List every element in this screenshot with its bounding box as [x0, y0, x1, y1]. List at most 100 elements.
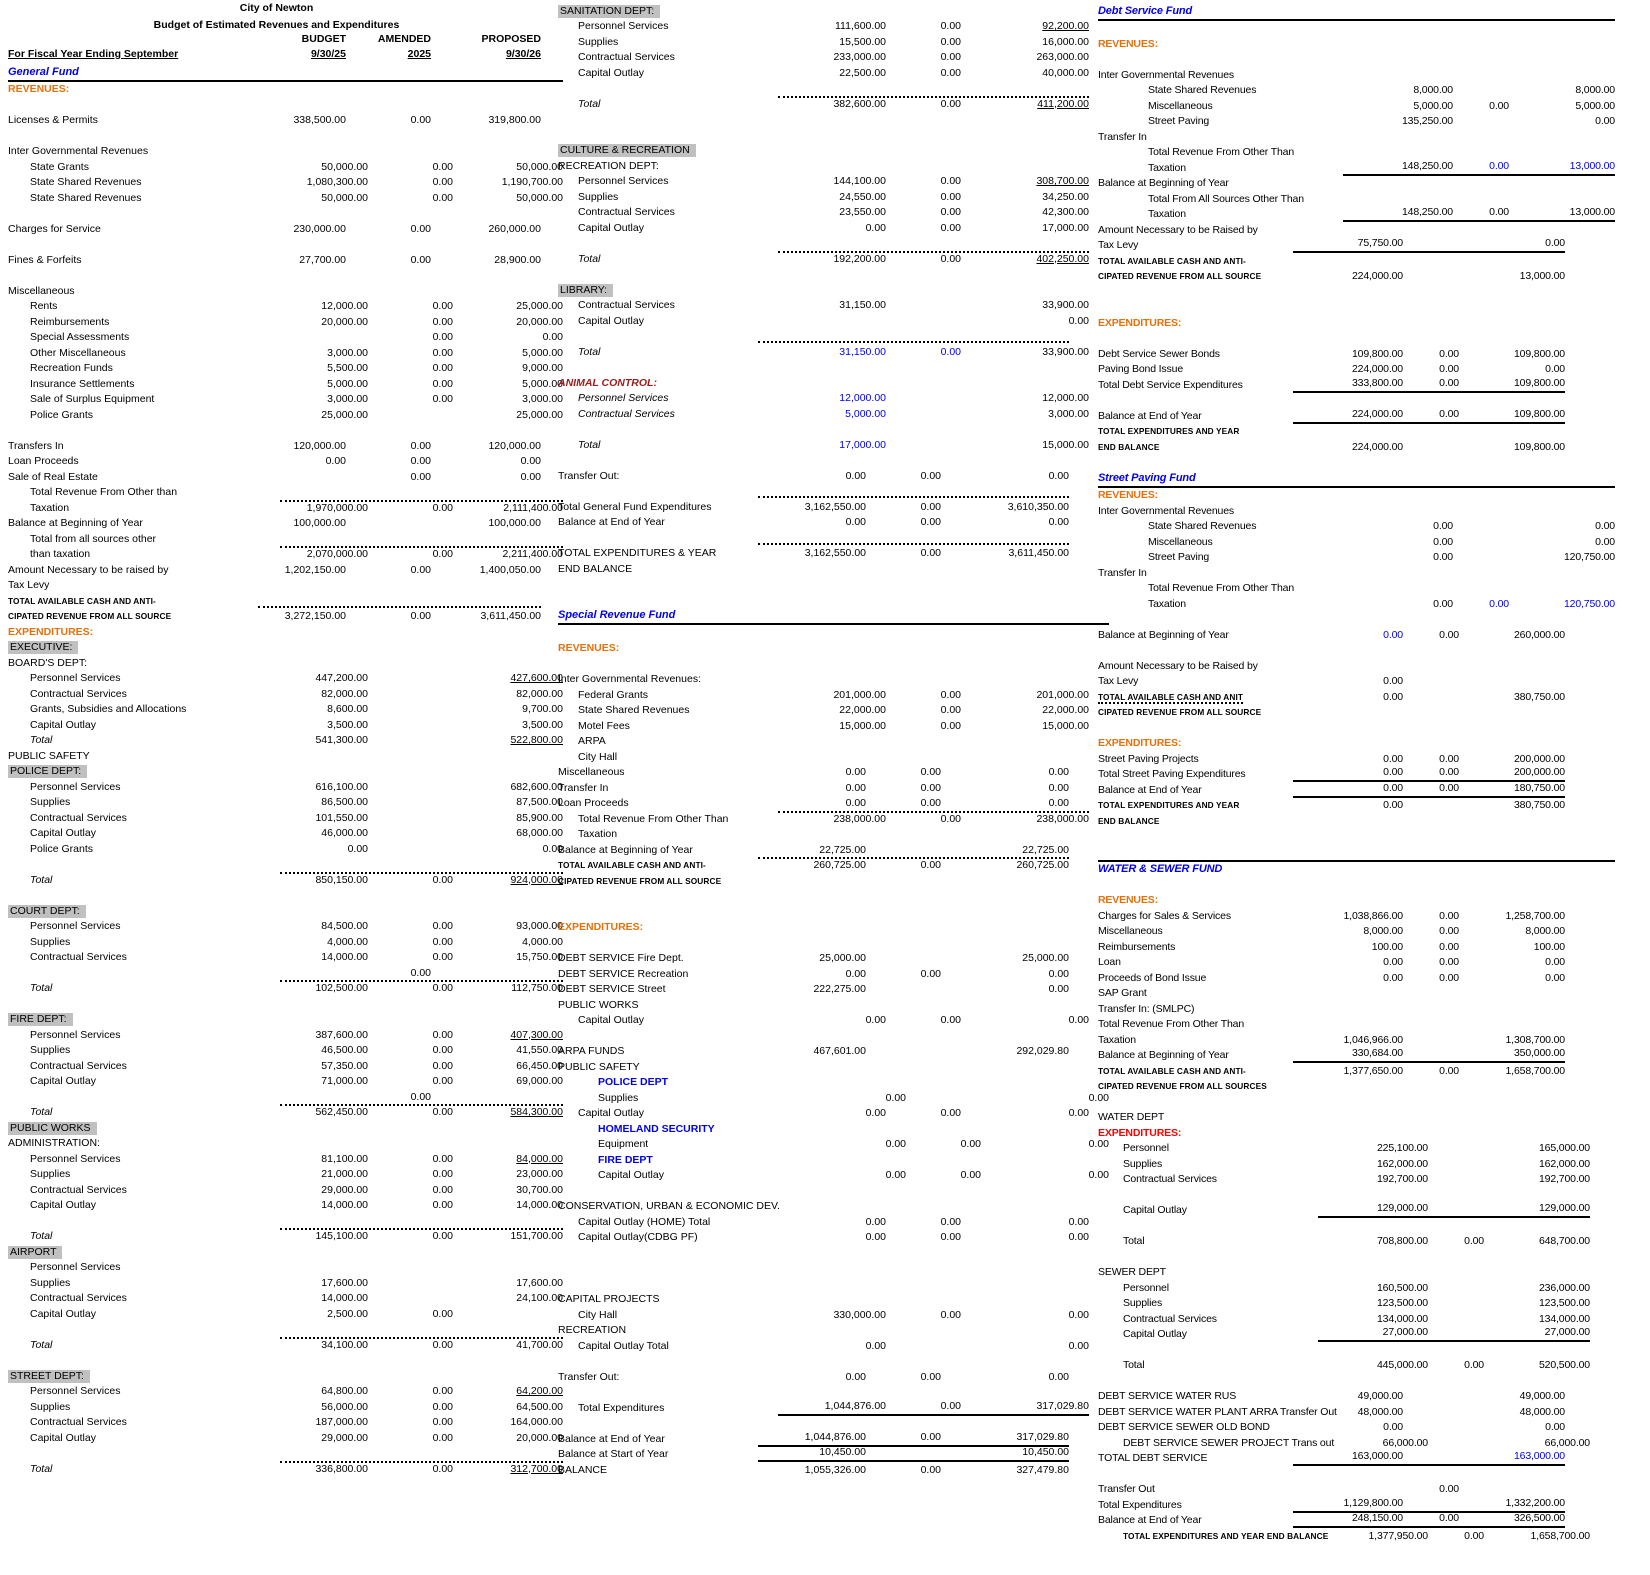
- cell-amended: 0.00: [410, 222, 431, 235]
- cell-amended: [866, 1012, 941, 1013]
- cell-amended: [1403, 750, 1459, 751]
- cell-amended: [1403, 673, 1459, 674]
- cell-amended: 0.00: [920, 781, 941, 794]
- row-values: 134,000.00 134,000.00: [1318, 1313, 1590, 1327]
- cell-budget: [1293, 1016, 1403, 1017]
- spacer-row: [1098, 612, 1615, 628]
- row-label: Total: [1123, 1235, 1145, 1247]
- highlighted-dept-label: EXECUTIVE:: [8, 641, 79, 654]
- row-label: Balance at End of Year: [1098, 409, 1202, 422]
- cell-proposed: [431, 1383, 541, 1384]
- spacer-row: [558, 236, 1109, 252]
- row-values: 224,000.00 13,000.00: [1293, 270, 1565, 284]
- row-values: 447,200.00 427,600.00: [280, 672, 563, 686]
- cell-amended: [1403, 657, 1459, 658]
- cell-amended: [1403, 626, 1459, 627]
- row-values: 0.00 0.00 0.00: [1293, 972, 1565, 986]
- cell-budget: [758, 297, 866, 298]
- row-values: 84,500.00 0.00 93,000.00: [280, 920, 563, 934]
- cell-proposed: [1459, 735, 1565, 736]
- cell-proposed: 0.00: [542, 331, 563, 343]
- cell-amended: 0.00: [1439, 925, 1459, 937]
- cell-amended: [1403, 812, 1459, 813]
- row-label: Capital Outlay: [30, 1431, 96, 1444]
- cell-proposed: [1459, 18, 1565, 19]
- table-row: Personnel Services 84,500.00 0.00 93,000.00: [8, 919, 563, 935]
- cell-budget: 447,200.00: [315, 672, 368, 684]
- row-values: 0.00: [1293, 1483, 1565, 1497]
- cell-proposed: 0.00: [1088, 1091, 1109, 1104]
- cell-amended: 0.00: [920, 859, 941, 871]
- cell-budget: [758, 142, 866, 143]
- cell-budget: 1,970,000.00: [306, 501, 368, 514]
- row-label: Capital Outlay: [578, 314, 644, 327]
- table-row: Street Paving Projects 0.00 0.00 200,000.00: [1098, 751, 1615, 767]
- cell-amended: 0.00: [432, 982, 453, 994]
- cell-amended: [866, 903, 941, 904]
- cell-amended: [1403, 268, 1459, 269]
- cell-amended: [346, 654, 431, 655]
- cell-amended: [1403, 18, 1459, 19]
- row-label: Transfer In: [1098, 130, 1147, 143]
- table-row: Taxation 1,046,966.00 1,308,700.00: [1098, 1032, 1615, 1048]
- cell-proposed: 2,111,400.00: [503, 501, 563, 514]
- table-row: Total General Fund Expenditures 3,162,550…: [558, 499, 1109, 515]
- cell-proposed: [1459, 299, 1565, 300]
- cell-proposed: [1459, 518, 1565, 519]
- table-row: Total Revenue From Other Than: [1098, 581, 1615, 597]
- table-row: Capital Outlay 22,500.00 0.00 40,000.00: [558, 65, 1109, 81]
- row-values: [1293, 1109, 1565, 1110]
- cell-proposed: [941, 591, 1069, 592]
- row-values: 22,725.00 22,725.00: [758, 844, 1069, 858]
- table-row: Federal Grants 201,000.00 0.00 201,000.00: [558, 687, 1109, 703]
- cell-amended: 0.00: [410, 470, 431, 483]
- cell-budget: [798, 1167, 906, 1168]
- cell-budget: 0.00: [885, 1091, 906, 1104]
- table-row: Balance at End of Year 248,150.00 0.00 326,…: [1098, 1512, 1615, 1528]
- cell-proposed: 112,750.00: [511, 982, 563, 994]
- cell-amended: [1403, 1510, 1459, 1511]
- row-label: SEWER DEPT: [1098, 1266, 1166, 1278]
- table-row: Insurance Settlements 5,000.00 0.00 5,000.0…: [8, 376, 563, 392]
- cell-amended: [866, 1275, 941, 1276]
- cell-budget: 8,000.00: [1413, 84, 1453, 96]
- cell-amended: 0.00: [1439, 376, 1459, 389]
- cell-budget: 8,600.00: [327, 703, 368, 715]
- cell-budget: 0.00: [865, 1107, 886, 1119]
- cell-budget: 120,000.00: [293, 439, 346, 452]
- row-label: Personnel Services: [30, 920, 121, 932]
- cell-proposed: 34,250.00: [1042, 190, 1089, 203]
- row-values: 192,200.00 0.00 402,250.00: [778, 250, 1089, 267]
- spacer-row: [558, 656, 1109, 672]
- cell-amended: [1403, 1264, 1459, 1265]
- cell-amended: [1428, 1215, 1484, 1216]
- row-values: [1293, 1279, 1565, 1280]
- row-label: DEBT SERVICE Street: [558, 983, 666, 995]
- row-label: POLICE DEPT:: [8, 765, 258, 779]
- cell-budget: 467,601.00: [813, 1045, 866, 1057]
- table-row: CULTURE & RECREATION: [558, 143, 1109, 159]
- table-row: Balance at End of Year 1,044,876.00 0.00 31…: [558, 1431, 1109, 1447]
- row-label: Balance at End of Year: [1098, 1514, 1202, 1526]
- row-values: 0.00 0.00 0.00: [778, 1231, 1089, 1245]
- cell-budget: [258, 1367, 346, 1368]
- row-label: [558, 142, 758, 143]
- cell-amended: 0.00: [1464, 1359, 1484, 1371]
- table-row: DEBT SERVICE WATER RUS 49,000.00 49,000.00: [1098, 1389, 1615, 1405]
- cell-budget: [758, 436, 866, 437]
- cell-proposed: [981, 1167, 1109, 1168]
- cell-budget: 225,100.00: [1376, 1142, 1428, 1154]
- table-row: Capital Outlay 2,500.00 0.00: [8, 1306, 563, 1322]
- row-label: Debt Service Sewer Bonds: [1098, 347, 1220, 360]
- row-values: 0.00 120,750.00: [1343, 551, 1615, 565]
- cell-budget: 224,000.00: [1351, 440, 1403, 453]
- cell-budget: 0.00: [865, 1014, 886, 1026]
- cell-amended: [368, 809, 453, 810]
- row-values: [1293, 657, 1565, 658]
- row-label: TOTAL EXPENDITURES AND YEAR: [1098, 426, 1240, 436]
- cell-budget: 145,100.00: [315, 1230, 368, 1242]
- cell-proposed: 350,000.00: [1513, 1047, 1565, 1059]
- cell-proposed: 92,200.00: [1042, 20, 1089, 32]
- row-label: [8, 112, 258, 113]
- row-label: [8, 282, 258, 283]
